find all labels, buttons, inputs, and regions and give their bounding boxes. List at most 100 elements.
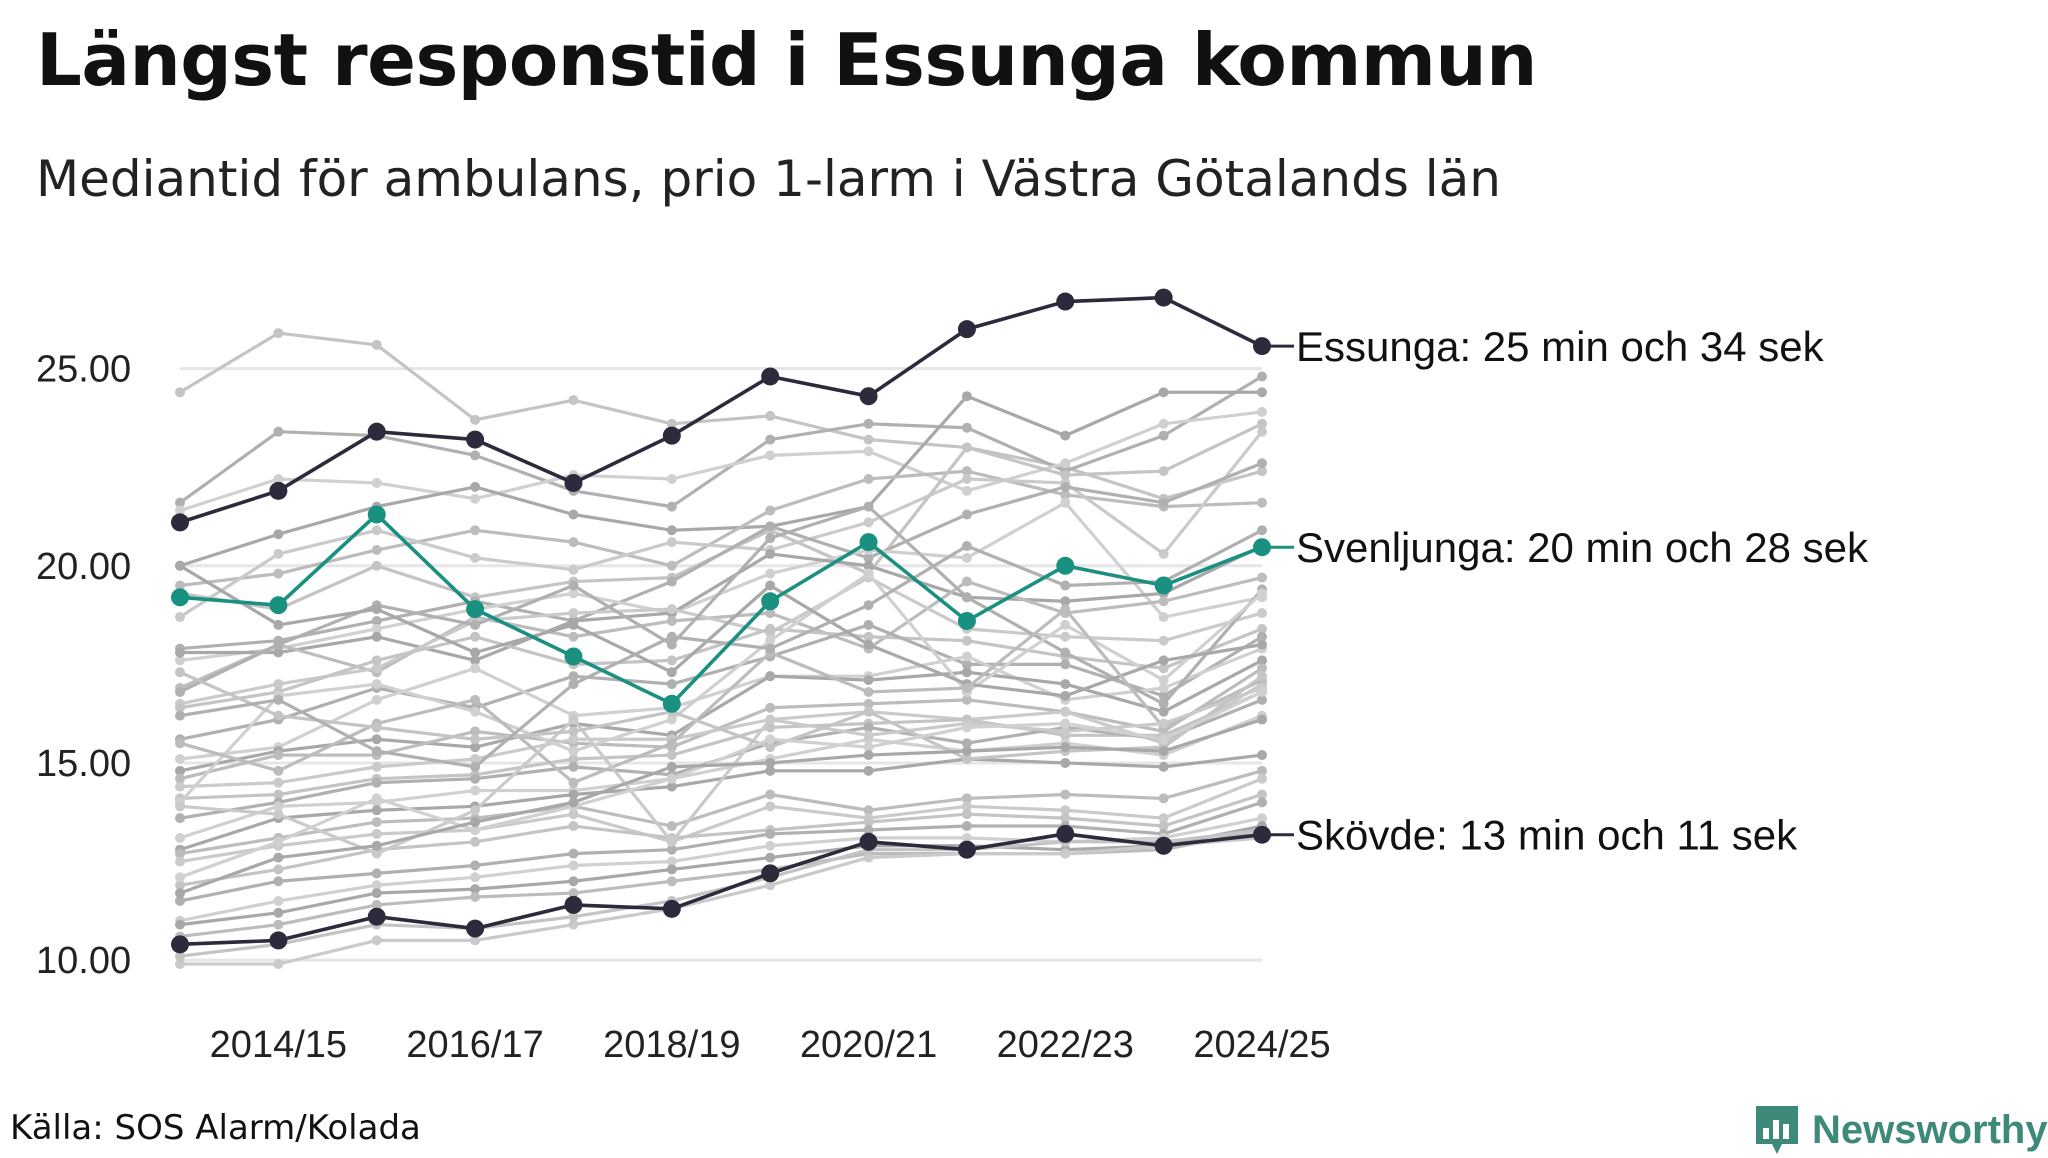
- series-svenljunga: Svenljunga: 20 min och 28 sek: [171, 505, 1869, 713]
- background-series-point: [1257, 497, 1267, 508]
- background-series-point: [470, 619, 481, 630]
- background-series-point: [961, 694, 972, 705]
- background-series-point: [863, 675, 874, 686]
- background-series-point: [666, 667, 677, 678]
- background-series-point: [961, 541, 972, 552]
- background-series-point: [863, 560, 874, 571]
- background-series-point: [273, 619, 284, 630]
- series-skovde-point: [957, 840, 976, 859]
- background-series-point: [1257, 426, 1267, 437]
- background-series-point: [371, 679, 382, 690]
- background-series-line: [179, 769, 1263, 856]
- background-series-point: [568, 395, 579, 406]
- background-series: [175, 426, 1267, 623]
- background-series-line: [179, 576, 1263, 690]
- background-series-point: [273, 474, 284, 485]
- background-series-point: [568, 608, 579, 619]
- background-series-point: [961, 552, 972, 563]
- background-series-point: [1060, 813, 1071, 824]
- background-series-point: [371, 631, 382, 642]
- background-series: [175, 683, 1267, 859]
- background-series-point: [961, 722, 972, 733]
- series-skovde-point: [466, 919, 485, 938]
- background-series-point: [666, 679, 677, 690]
- background-series-point: [175, 710, 185, 721]
- background-series-point: [470, 753, 481, 764]
- series-svenljunga-point: [269, 596, 288, 615]
- background-series-point: [961, 659, 972, 670]
- background-series-point: [863, 446, 874, 457]
- background-series: [175, 797, 1267, 906]
- background-series-line: [179, 575, 1263, 706]
- background-series-point: [863, 722, 874, 733]
- background-series-point: [666, 714, 677, 725]
- series-skovde-label: Skövde: 13 min och 11 sek: [1296, 812, 1798, 859]
- background-series-point: [568, 888, 579, 899]
- background-series-point: [666, 738, 677, 749]
- series-essunga-line: [179, 295, 1263, 525]
- background-series-point: [371, 746, 382, 757]
- background-series-point: [1257, 663, 1267, 674]
- background-series-point: [1158, 466, 1169, 477]
- background-series-point: [961, 753, 972, 764]
- background-series-point: [568, 714, 579, 725]
- background-series-point: [470, 726, 481, 737]
- series-svenljunga-point: [662, 694, 681, 713]
- background-series-point: [273, 328, 284, 339]
- background-series-point: [1158, 706, 1169, 717]
- background-series-point: [568, 679, 579, 690]
- background-series-point: [1060, 596, 1071, 607]
- background-series-point: [470, 414, 481, 425]
- background-series-point: [371, 805, 382, 816]
- background-series-point: [470, 884, 481, 895]
- background-series-line: [179, 828, 1263, 939]
- background-series-point: [961, 683, 972, 694]
- background-series-point: [666, 474, 677, 485]
- background-series-point: [765, 623, 776, 634]
- background-series-line: [179, 777, 1263, 864]
- x-tick-label: 2024/25: [1193, 1024, 1330, 1066]
- background-series-point: [765, 548, 776, 559]
- background-series-point: [371, 848, 382, 859]
- background-series-point: [1158, 497, 1169, 508]
- background-series-point: [568, 860, 579, 871]
- series-svenljunga-point: [466, 600, 485, 619]
- background-series-point: [568, 631, 579, 642]
- background-series-point: [371, 663, 382, 674]
- background-series-point: [273, 639, 284, 650]
- background-series-point: [1158, 698, 1169, 709]
- background-series-point: [568, 509, 579, 520]
- background-series-point: [568, 734, 579, 745]
- background-series-point: [470, 734, 481, 745]
- background-series-point: [273, 777, 284, 788]
- background-series-point: [273, 907, 284, 918]
- background-series-point: [961, 738, 972, 749]
- background-series-point: [863, 501, 874, 512]
- background-series-point: [1158, 761, 1169, 772]
- background-series-line: [179, 623, 1263, 741]
- background-series-point: [371, 868, 382, 879]
- brand-logo: Newsworthy: [1752, 1102, 2048, 1158]
- background-series-point: [371, 655, 382, 666]
- background-series-point: [961, 801, 972, 812]
- background-series-point: [1060, 805, 1071, 816]
- background-series: [175, 686, 1267, 804]
- bar-chart-logo-icon: [1756, 1106, 1798, 1154]
- background-series-point: [568, 821, 579, 832]
- background-series-point: [863, 706, 874, 717]
- background-series-point: [765, 434, 776, 445]
- chart-subtitle: Mediantid för ambulans, prio 1-larm i Vä…: [36, 150, 1501, 208]
- background-series-point: [863, 631, 874, 642]
- background-series-point: [371, 880, 382, 891]
- series-essunga-point: [466, 430, 485, 449]
- background-series-point: [175, 497, 185, 508]
- background-series-point: [470, 761, 481, 772]
- series-svenljunga-point: [367, 505, 386, 524]
- background-series-line: [178, 572, 1264, 804]
- background-series-point: [765, 410, 776, 421]
- series-essunga-point: [269, 481, 288, 500]
- background-series-point: [273, 919, 284, 930]
- background-series: [175, 328, 1267, 504]
- background-series-point: [568, 671, 579, 682]
- highlighted-series-group: Essunga: 25 min och 34 sek Svenljunga: 20…: [171, 288, 1869, 954]
